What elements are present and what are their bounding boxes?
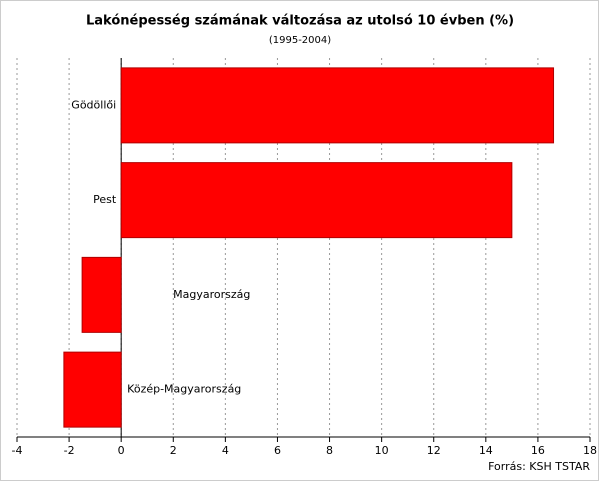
x-tick-label: 10 xyxy=(375,444,389,457)
x-tick-label: 14 xyxy=(479,444,493,457)
x-tick-label: 4 xyxy=(222,444,229,457)
category-label: Közép-Magyarország xyxy=(127,383,241,396)
chart-title: Lakónépesség számának változása az utols… xyxy=(86,14,514,29)
x-tick-label: 6 xyxy=(274,444,281,457)
x-tick-label: -4 xyxy=(12,444,23,457)
category-label: Pest xyxy=(93,193,117,206)
source: Forrás: KSH TSTAR xyxy=(488,460,590,473)
x-tick-label: 18 xyxy=(583,444,597,457)
x-tick-label: 2 xyxy=(170,444,177,457)
x-tick-label: 16 xyxy=(531,444,545,457)
bar xyxy=(63,351,122,428)
x-tick-label: 12 xyxy=(427,444,441,457)
x-tick-label: -2 xyxy=(64,444,75,457)
category-label: Magyarország xyxy=(173,288,250,301)
bar xyxy=(120,67,555,144)
category-label: Gödöllői xyxy=(71,98,116,111)
bar xyxy=(81,256,122,333)
bar xyxy=(120,162,513,239)
x-tick-label: 8 xyxy=(326,444,333,457)
x-tick-label: 0 xyxy=(118,444,125,457)
chart-subtitle: (1995-2004) xyxy=(269,35,331,46)
